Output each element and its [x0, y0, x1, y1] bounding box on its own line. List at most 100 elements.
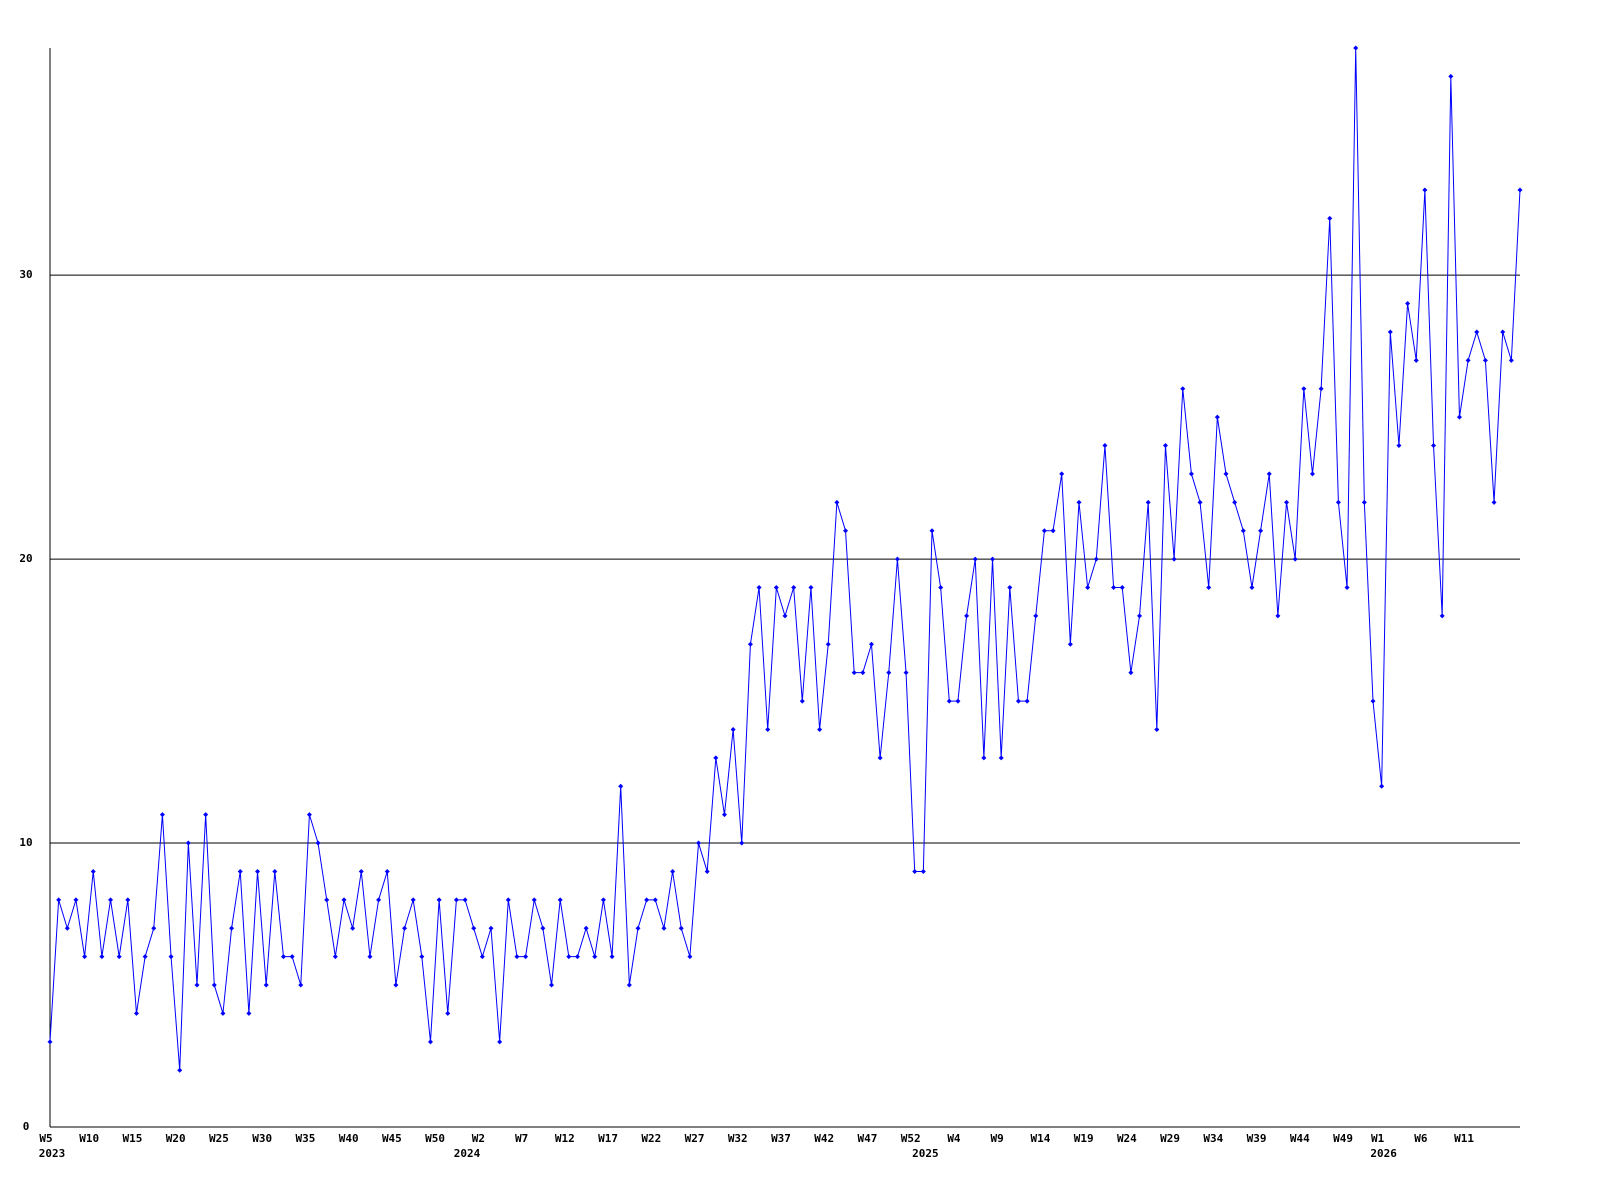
- data-point: [540, 925, 546, 931]
- data-point: [739, 840, 745, 846]
- data-point: [747, 641, 753, 647]
- y-tick-label: 0: [23, 1120, 30, 1133]
- data-point: [782, 613, 788, 619]
- data-point: [1335, 499, 1341, 505]
- data-point: [903, 670, 909, 676]
- data-point: [1240, 528, 1246, 534]
- data-point: [263, 982, 269, 988]
- data-point: [90, 868, 96, 874]
- data-point: [1353, 45, 1359, 51]
- data-point: [600, 897, 606, 903]
- x-tick-label: W52: [901, 1132, 921, 1145]
- data-point: [116, 954, 122, 960]
- x-tick-label: W50: [425, 1132, 445, 1145]
- data-point: [1456, 414, 1462, 420]
- data-point: [825, 641, 831, 647]
- data-point: [1344, 585, 1350, 590]
- data-point: [1448, 73, 1454, 79]
- x-tick-label: W44: [1290, 1132, 1310, 1145]
- data-point: [661, 925, 667, 931]
- data-point: [523, 954, 529, 960]
- x-tick-label: W37: [771, 1132, 791, 1145]
- data-point: [972, 556, 978, 562]
- data-point: [73, 897, 79, 903]
- x-tick-label: W9: [991, 1132, 1004, 1145]
- data-point: [1145, 499, 1151, 505]
- data-point: [808, 585, 814, 590]
- data-point: [704, 868, 710, 874]
- data-point: [1258, 528, 1264, 534]
- data-point: [341, 897, 347, 903]
- data-point: [445, 1010, 451, 1016]
- data-point: [1162, 443, 1168, 449]
- data-point: [306, 812, 312, 818]
- data-point: [1171, 556, 1177, 562]
- year-label: 2025: [912, 1147, 939, 1160]
- x-tick-label: W35: [295, 1132, 315, 1145]
- data-point: [1041, 528, 1047, 534]
- x-tick-label: W10: [79, 1132, 99, 1145]
- data-point: [108, 897, 114, 903]
- data-point: [592, 954, 598, 960]
- x-tick-label: W30: [252, 1132, 272, 1145]
- data-point: [964, 613, 970, 619]
- data-point: [203, 812, 209, 818]
- data-point: [1067, 641, 1073, 647]
- data-point: [1491, 499, 1497, 505]
- data-point: [1059, 471, 1065, 477]
- data-point: [730, 726, 736, 732]
- data-point: [549, 982, 555, 988]
- x-tick-label: W6: [1414, 1132, 1428, 1145]
- data-point: [185, 840, 191, 846]
- data-point: [289, 954, 295, 960]
- x-tick-label: W27: [685, 1132, 705, 1145]
- data-point: [453, 897, 459, 903]
- data-point: [479, 954, 485, 960]
- data-point: [229, 925, 235, 931]
- data-point: [1154, 726, 1160, 732]
- data-point: [1500, 329, 1506, 335]
- data-point: [1474, 329, 1480, 335]
- data-point: [687, 954, 693, 960]
- data-point: [756, 585, 762, 590]
- data-point: [1370, 698, 1376, 704]
- data-point: [721, 812, 727, 818]
- data-point: [713, 755, 719, 761]
- data-point: [419, 954, 425, 960]
- data-point: [168, 954, 174, 960]
- data-point: [678, 925, 684, 931]
- x-tick-label: W2: [472, 1132, 485, 1145]
- data-point: [133, 1010, 139, 1016]
- x-tick-label: W40: [339, 1132, 359, 1145]
- data-point: [1309, 471, 1315, 477]
- data-point: [1482, 357, 1488, 363]
- data-point: [583, 925, 589, 931]
- x-tick-label: W17: [598, 1132, 618, 1145]
- year-label: 2023: [39, 1147, 66, 1160]
- data-point: [1180, 386, 1186, 392]
- data-point: [211, 982, 217, 988]
- x-tick-label: W24: [1117, 1132, 1137, 1145]
- data-point: [894, 556, 900, 562]
- data-point: [1284, 499, 1290, 505]
- data-point: [1050, 528, 1056, 534]
- data-point: [618, 783, 624, 789]
- x-tick-label: W34: [1203, 1132, 1223, 1145]
- data-point: [1431, 443, 1437, 449]
- data-point: [1396, 443, 1402, 449]
- data-point: [332, 954, 338, 960]
- data-point: [574, 954, 580, 960]
- data-point: [644, 897, 650, 903]
- data-point: [843, 528, 849, 534]
- data-point: [1422, 187, 1428, 193]
- data-point: [868, 641, 874, 647]
- data-point: [531, 897, 537, 903]
- data-point: [938, 585, 944, 590]
- data-point: [298, 982, 304, 988]
- data-point: [1517, 187, 1523, 193]
- data-point: [47, 1039, 53, 1045]
- x-tick-label: W47: [858, 1132, 878, 1145]
- data-point: [177, 1067, 183, 1073]
- data-point: [1024, 698, 1030, 704]
